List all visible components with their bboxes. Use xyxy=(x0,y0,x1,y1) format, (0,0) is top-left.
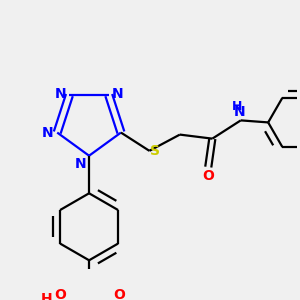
Text: S: S xyxy=(150,144,161,158)
Text: N: N xyxy=(41,126,53,140)
Text: N: N xyxy=(112,87,123,101)
Text: N: N xyxy=(234,105,246,119)
Text: O: O xyxy=(113,288,125,300)
Text: O: O xyxy=(202,169,214,183)
Text: H: H xyxy=(41,292,52,300)
Text: N: N xyxy=(55,87,66,101)
Text: O: O xyxy=(54,288,66,300)
Text: H: H xyxy=(232,100,242,113)
Text: N: N xyxy=(74,157,86,171)
